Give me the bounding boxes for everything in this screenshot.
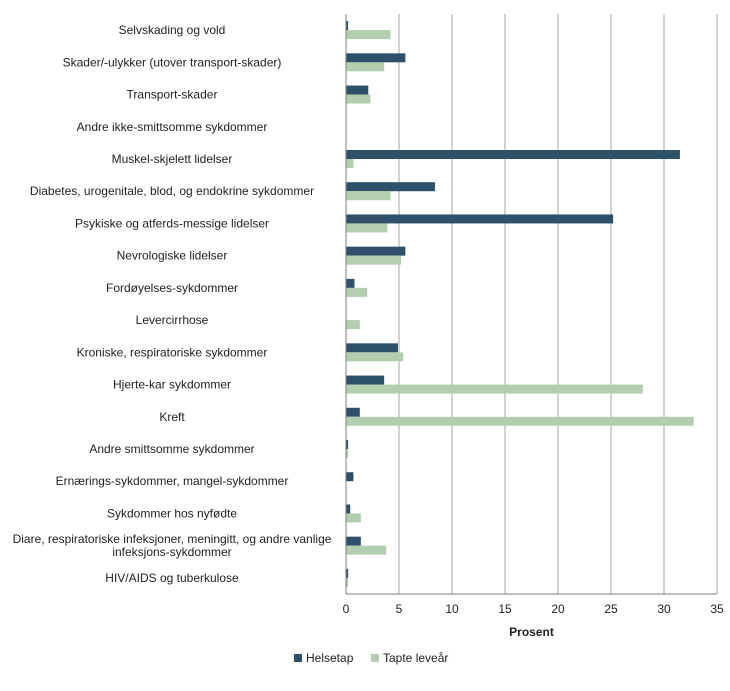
x-tick-label: 30 bbox=[657, 602, 671, 616]
x-tick-label: 15 bbox=[498, 602, 512, 616]
legend-label: Tapte leveår bbox=[383, 651, 448, 665]
bar-tapte-levear bbox=[346, 577, 349, 587]
x-tick-label: 10 bbox=[445, 602, 459, 616]
bar-helsetap bbox=[346, 246, 406, 256]
bar-helsetap bbox=[346, 85, 369, 95]
bar-tapte-levear bbox=[346, 94, 371, 104]
category-label: Fordøyelses-sykdommer bbox=[106, 281, 238, 295]
legend-swatch bbox=[371, 654, 379, 662]
bar-helsetap bbox=[346, 472, 354, 482]
category-label: Andre smittsomme sykdommer bbox=[89, 442, 254, 456]
bar-helsetap bbox=[346, 214, 614, 224]
bar-helsetap bbox=[346, 343, 398, 353]
category-label: Diabetes, urogenitale, blod, og endokrin… bbox=[30, 184, 314, 198]
category-label: Skader/-ulykker (utover transport-skader… bbox=[63, 55, 282, 69]
bar-helsetap bbox=[346, 440, 349, 449]
axes bbox=[345, 14, 717, 595]
category-label: Nevrologiske lidelser bbox=[117, 249, 228, 263]
bar-helsetap bbox=[346, 278, 355, 288]
bar-helsetap bbox=[346, 504, 351, 514]
bar-tapte-levear bbox=[346, 223, 388, 233]
category-label: Transport-skader bbox=[127, 88, 218, 102]
bar-tapte-levear bbox=[346, 320, 360, 330]
legend-label: Helsetap bbox=[306, 651, 354, 665]
category-label: Selvskading og vold bbox=[119, 23, 226, 37]
x-axis-title: Prosent bbox=[509, 625, 554, 639]
bar-helsetap bbox=[346, 150, 680, 159]
legend-swatch bbox=[294, 654, 302, 662]
bar-tapte-levear bbox=[346, 159, 354, 168]
bar-tapte-levear bbox=[346, 62, 385, 72]
bar-tapte-levear bbox=[346, 513, 361, 523]
bar-tapte-levear bbox=[346, 545, 387, 555]
bar-helsetap bbox=[346, 53, 406, 63]
x-tick-label: 20 bbox=[551, 602, 565, 616]
bar-tapte-levear bbox=[346, 30, 391, 40]
bar-tapte-levear bbox=[346, 255, 402, 265]
grid-lines bbox=[398, 14, 718, 594]
x-tick-label: 25 bbox=[604, 602, 618, 616]
bar-tapte-levear bbox=[346, 352, 404, 362]
category-label: Muskel-skjelett lidelser bbox=[112, 152, 233, 166]
category-label: Andre ikke-smittsomme sykdommer bbox=[77, 120, 268, 134]
category-label: Kreft bbox=[159, 410, 185, 424]
category-label: HIV/AIDS og tuberkulose bbox=[105, 571, 239, 585]
category-label: Diare, respiratoriske infeksjoner, menin… bbox=[13, 532, 332, 559]
bar-helsetap bbox=[346, 21, 349, 31]
category-label: Psykiske og atferds-messige lidelser bbox=[75, 216, 269, 230]
category-label: Sykdommer hos nyfødte bbox=[107, 506, 237, 520]
bar-tapte-levear bbox=[346, 449, 349, 458]
bar-helsetap bbox=[346, 568, 349, 578]
category-label: Levercirrhose bbox=[136, 313, 209, 327]
bar-helsetap bbox=[346, 407, 360, 417]
bar-helsetap bbox=[346, 182, 436, 192]
category-label: Ernærings-sykdommer, mangel-sykdommer bbox=[56, 474, 289, 488]
x-tick-label: 0 bbox=[343, 602, 350, 616]
bar-tapte-levear bbox=[346, 384, 643, 394]
bar-helsetap bbox=[346, 536, 361, 546]
category-label: Kroniske, respiratoriske sykdommer bbox=[77, 345, 268, 359]
x-tick-labels: 0 5 10 15 20 25 30 35 bbox=[343, 602, 724, 616]
category-label: Hjerte-kar sykdommer bbox=[113, 378, 231, 392]
legend: Helsetap Tapte leveår bbox=[294, 651, 448, 665]
bar-tapte-levear bbox=[346, 416, 694, 426]
category-labels: Selvskading og vold Skader/-ulykker (utov… bbox=[13, 23, 332, 585]
x-tick-label: 5 bbox=[396, 602, 403, 616]
bar-tapte-levear bbox=[346, 287, 368, 297]
x-tick-label: 35 bbox=[710, 602, 724, 616]
bar-helsetap bbox=[346, 375, 385, 385]
bar-tapte-levear bbox=[346, 191, 391, 201]
bars bbox=[346, 21, 694, 587]
